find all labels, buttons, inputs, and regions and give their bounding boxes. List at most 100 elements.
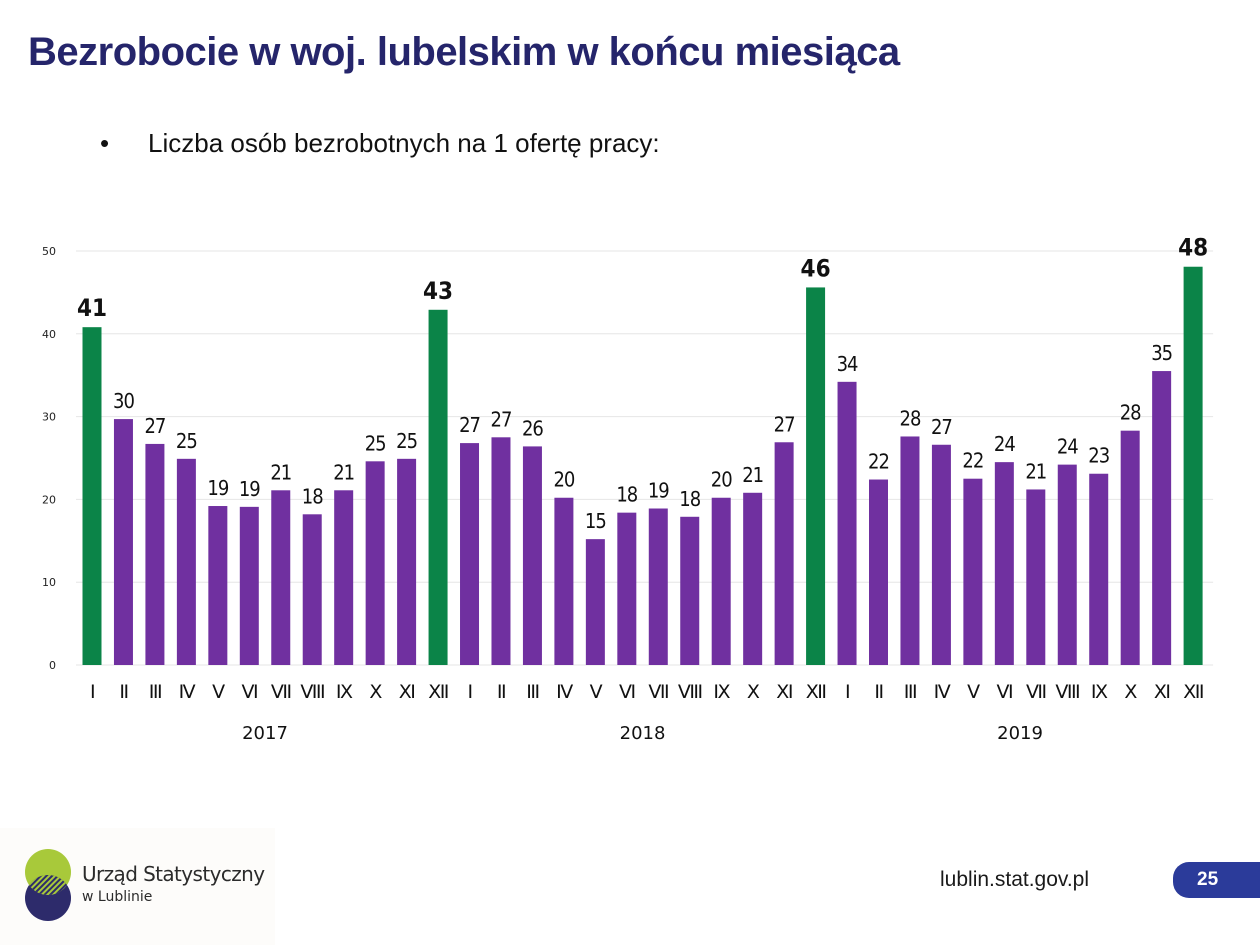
data-label: 27 [459, 413, 480, 437]
x-tick-label: II [874, 681, 882, 703]
bar [239, 506, 259, 665]
x-tick-label: IV [179, 681, 196, 703]
bar [585, 539, 605, 665]
bar [617, 512, 637, 665]
data-label: 22 [962, 449, 983, 473]
bar [711, 497, 731, 665]
x-tick-label: VII [271, 681, 291, 703]
x-tick-label: XII [806, 681, 826, 703]
data-label: 25 [176, 429, 197, 453]
bar-chart: 0 10 20 30 40 50 41 30 27 25 19 19 21 18 21 25 25 43 27 27… [42, 234, 1214, 744]
x-tick-label: XI [776, 681, 792, 703]
x-tick-label: VI [997, 681, 1013, 703]
data-label: 28 [1120, 401, 1141, 425]
x-tick-label: XII [1183, 681, 1203, 703]
data-label: 19 [648, 479, 669, 503]
data-label: 27 [491, 407, 512, 431]
data-label: 43 [423, 277, 453, 305]
data-label: 19 [207, 476, 228, 500]
y-axis: 0 10 20 30 40 50 [42, 245, 56, 672]
page-number-badge: 25 [1173, 862, 1260, 898]
page-number: 25 [1197, 869, 1219, 890]
bar [1089, 473, 1109, 665]
x-tick-label: IX [713, 681, 730, 703]
x-tick-label: XI [1154, 681, 1170, 703]
year-group-labels: 2017 2018 2019 [242, 723, 1043, 744]
data-label: 19 [239, 477, 260, 501]
x-tick-label: IV [556, 681, 573, 703]
x-tick-label: VIII [300, 681, 324, 703]
x-tick-label: V [212, 681, 225, 703]
data-label: 18 [679, 487, 700, 511]
x-tick-label: IX [336, 681, 353, 703]
x-tick-label: XI [399, 681, 415, 703]
x-tick-label: I [845, 681, 849, 703]
bar [1152, 371, 1172, 665]
y-tick-label: 20 [42, 493, 56, 506]
data-label: 35 [1151, 341, 1172, 365]
bar [428, 309, 448, 665]
bar [1183, 266, 1203, 665]
bar [1120, 430, 1140, 665]
data-label: 27 [774, 412, 795, 436]
bar [994, 462, 1014, 665]
y-tick-label: 30 [42, 411, 56, 424]
bar [145, 443, 165, 665]
bar [302, 514, 322, 665]
x-tick-label: VI [619, 681, 635, 703]
x-axis: I II III IV V VI VII VIII IX X XI XII I II III IV V VI VII… [90, 681, 1205, 703]
x-tick-label: VI [241, 681, 257, 703]
data-label: 21 [333, 460, 354, 484]
bar [82, 327, 102, 665]
bar [900, 436, 920, 665]
data-label: 41 [77, 294, 107, 322]
data-label: 24 [1057, 435, 1078, 459]
data-label: 25 [396, 429, 417, 453]
x-tick-label: X [1124, 681, 1137, 703]
data-label: 30 [113, 389, 134, 413]
data-label: 18 [616, 483, 637, 507]
y-tick-label: 40 [42, 328, 56, 341]
x-tick-label: V [967, 681, 980, 703]
bar [334, 490, 354, 665]
x-tick-label: VIII [1055, 681, 1079, 703]
bars [82, 266, 1203, 665]
data-label: 23 [1088, 444, 1109, 468]
x-tick-label: V [590, 681, 603, 703]
x-tick-label: III [526, 681, 538, 703]
y-tick-label: 50 [42, 245, 56, 258]
year-label: 2017 [242, 723, 288, 744]
logo-icon [25, 849, 71, 921]
bar [397, 458, 417, 665]
data-label: 21 [270, 460, 291, 484]
data-label: 24 [994, 432, 1015, 456]
bullet-text: Liczba osób bezrobotnych na 1 ofertę pra… [148, 128, 660, 158]
y-tick-label: 0 [49, 659, 56, 672]
data-label: 28 [900, 406, 921, 430]
bullet-item: • Liczba osób bezrobotnych na 1 ofertę pr… [100, 128, 660, 159]
logo-subname: w Lublinie [82, 889, 153, 905]
x-tick-label: II [119, 681, 127, 703]
website-link[interactable]: lublin.stat.gov.pl [940, 868, 1090, 891]
x-tick-label: X [369, 681, 382, 703]
x-tick-label: III [904, 681, 916, 703]
bar [460, 443, 480, 665]
data-label: 20 [553, 468, 574, 492]
bar [1026, 489, 1046, 665]
bar [806, 287, 826, 665]
year-label: 2018 [620, 723, 666, 744]
year-label: 2019 [997, 723, 1043, 744]
x-tick-label: VII [648, 681, 668, 703]
bar [680, 516, 700, 665]
bar [554, 497, 574, 665]
data-label: 15 [585, 509, 606, 533]
gridlines [76, 250, 1214, 666]
x-tick-label: I [90, 681, 94, 703]
x-tick-label: III [149, 681, 161, 703]
data-labels: 41 30 27 25 19 19 21 18 21 25 25 43 27 27 26 20 15 18 19 18… [77, 234, 1208, 533]
bar [648, 508, 668, 665]
y-tick-label: 10 [42, 576, 56, 589]
bar [208, 506, 228, 665]
bar [1057, 464, 1077, 665]
bar [963, 478, 983, 665]
